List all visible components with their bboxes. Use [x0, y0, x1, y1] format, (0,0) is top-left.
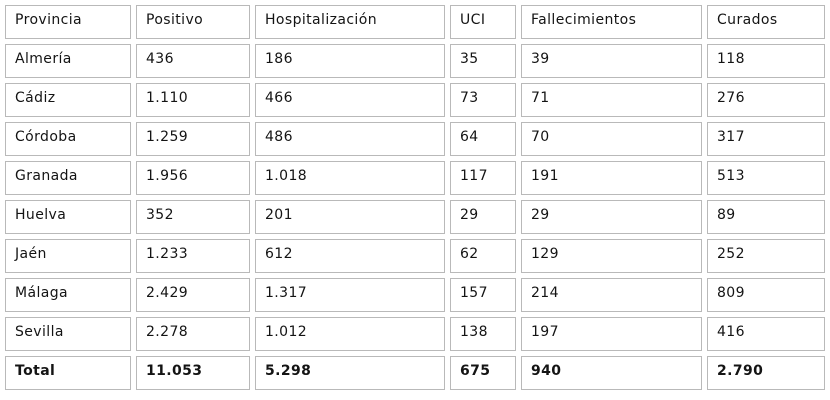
table-body: Almería 436 186 35 39 118 Cádiz 1.110 466 73 71 276…	[5, 44, 825, 390]
table-cell: 71	[521, 83, 702, 117]
row-label: Córdoba	[5, 122, 131, 156]
total-row: Total 11.053 5.298 675 940 2.790	[5, 356, 825, 390]
table-cell: 1.012	[255, 317, 445, 351]
table-cell: 2.790	[707, 356, 825, 390]
row-label: Málaga	[5, 278, 131, 312]
row-label: Huelva	[5, 200, 131, 234]
table-cell: 1.956	[136, 161, 250, 195]
row-label: Granada	[5, 161, 131, 195]
table-cell: 29	[521, 200, 702, 234]
table-cell: 1.259	[136, 122, 250, 156]
table-cell: 201	[255, 200, 445, 234]
table-cell: 214	[521, 278, 702, 312]
table-cell: 70	[521, 122, 702, 156]
table-cell: 73	[450, 83, 516, 117]
table-cell: 5.298	[255, 356, 445, 390]
table-cell: 352	[136, 200, 250, 234]
table-cell: 186	[255, 44, 445, 78]
row-label: Almería	[5, 44, 131, 78]
table-cell: 2.278	[136, 317, 250, 351]
table-cell: 1.233	[136, 239, 250, 273]
table-cell: 138	[450, 317, 516, 351]
table-cell: 1.018	[255, 161, 445, 195]
table-row: Jaén 1.233 612 62 129 252	[5, 239, 825, 273]
table-cell: 197	[521, 317, 702, 351]
table-cell: 11.053	[136, 356, 250, 390]
table-cell: 416	[707, 317, 825, 351]
column-header-hospitalizacion: Hospitalización	[255, 5, 445, 39]
table-cell: 940	[521, 356, 702, 390]
row-label: Total	[5, 356, 131, 390]
table-row: Huelva 352 201 29 29 89	[5, 200, 825, 234]
table-row: Sevilla 2.278 1.012 138 197 416	[5, 317, 825, 351]
table-cell: 39	[521, 44, 702, 78]
table-cell: 809	[707, 278, 825, 312]
table-cell: 129	[521, 239, 702, 273]
table-cell: 252	[707, 239, 825, 273]
column-header-provincia: Provincia	[5, 5, 131, 39]
table-cell: 612	[255, 239, 445, 273]
table-row: Córdoba 1.259 486 64 70 317	[5, 122, 825, 156]
table-cell: 276	[707, 83, 825, 117]
table-cell: 466	[255, 83, 445, 117]
column-header-curados: Curados	[707, 5, 825, 39]
table-row: Granada 1.956 1.018 117 191 513	[5, 161, 825, 195]
table-cell: 118	[707, 44, 825, 78]
table-row: Málaga 2.429 1.317 157 214 809	[5, 278, 825, 312]
table-cell: 1.317	[255, 278, 445, 312]
row-label: Sevilla	[5, 317, 131, 351]
table-cell: 1.110	[136, 83, 250, 117]
table-cell: 513	[707, 161, 825, 195]
table-cell: 157	[450, 278, 516, 312]
column-header-positivo: Positivo	[136, 5, 250, 39]
column-header-fallecimientos: Fallecimientos	[521, 5, 702, 39]
header-row: Provincia Positivo Hospitalización UCI F…	[5, 5, 825, 39]
table-cell: 675	[450, 356, 516, 390]
row-label: Jaén	[5, 239, 131, 273]
table-row: Cádiz 1.110 466 73 71 276	[5, 83, 825, 117]
table-cell: 89	[707, 200, 825, 234]
table-cell: 317	[707, 122, 825, 156]
column-header-uci: UCI	[450, 5, 516, 39]
table-cell: 35	[450, 44, 516, 78]
row-label: Cádiz	[5, 83, 131, 117]
table-cell: 191	[521, 161, 702, 195]
table-cell: 486	[255, 122, 445, 156]
table-cell: 2.429	[136, 278, 250, 312]
table-cell: 29	[450, 200, 516, 234]
table-row: Almería 436 186 35 39 118	[5, 44, 825, 78]
table-cell: 436	[136, 44, 250, 78]
table-cell: 64	[450, 122, 516, 156]
table-cell: 62	[450, 239, 516, 273]
table-cell: 117	[450, 161, 516, 195]
